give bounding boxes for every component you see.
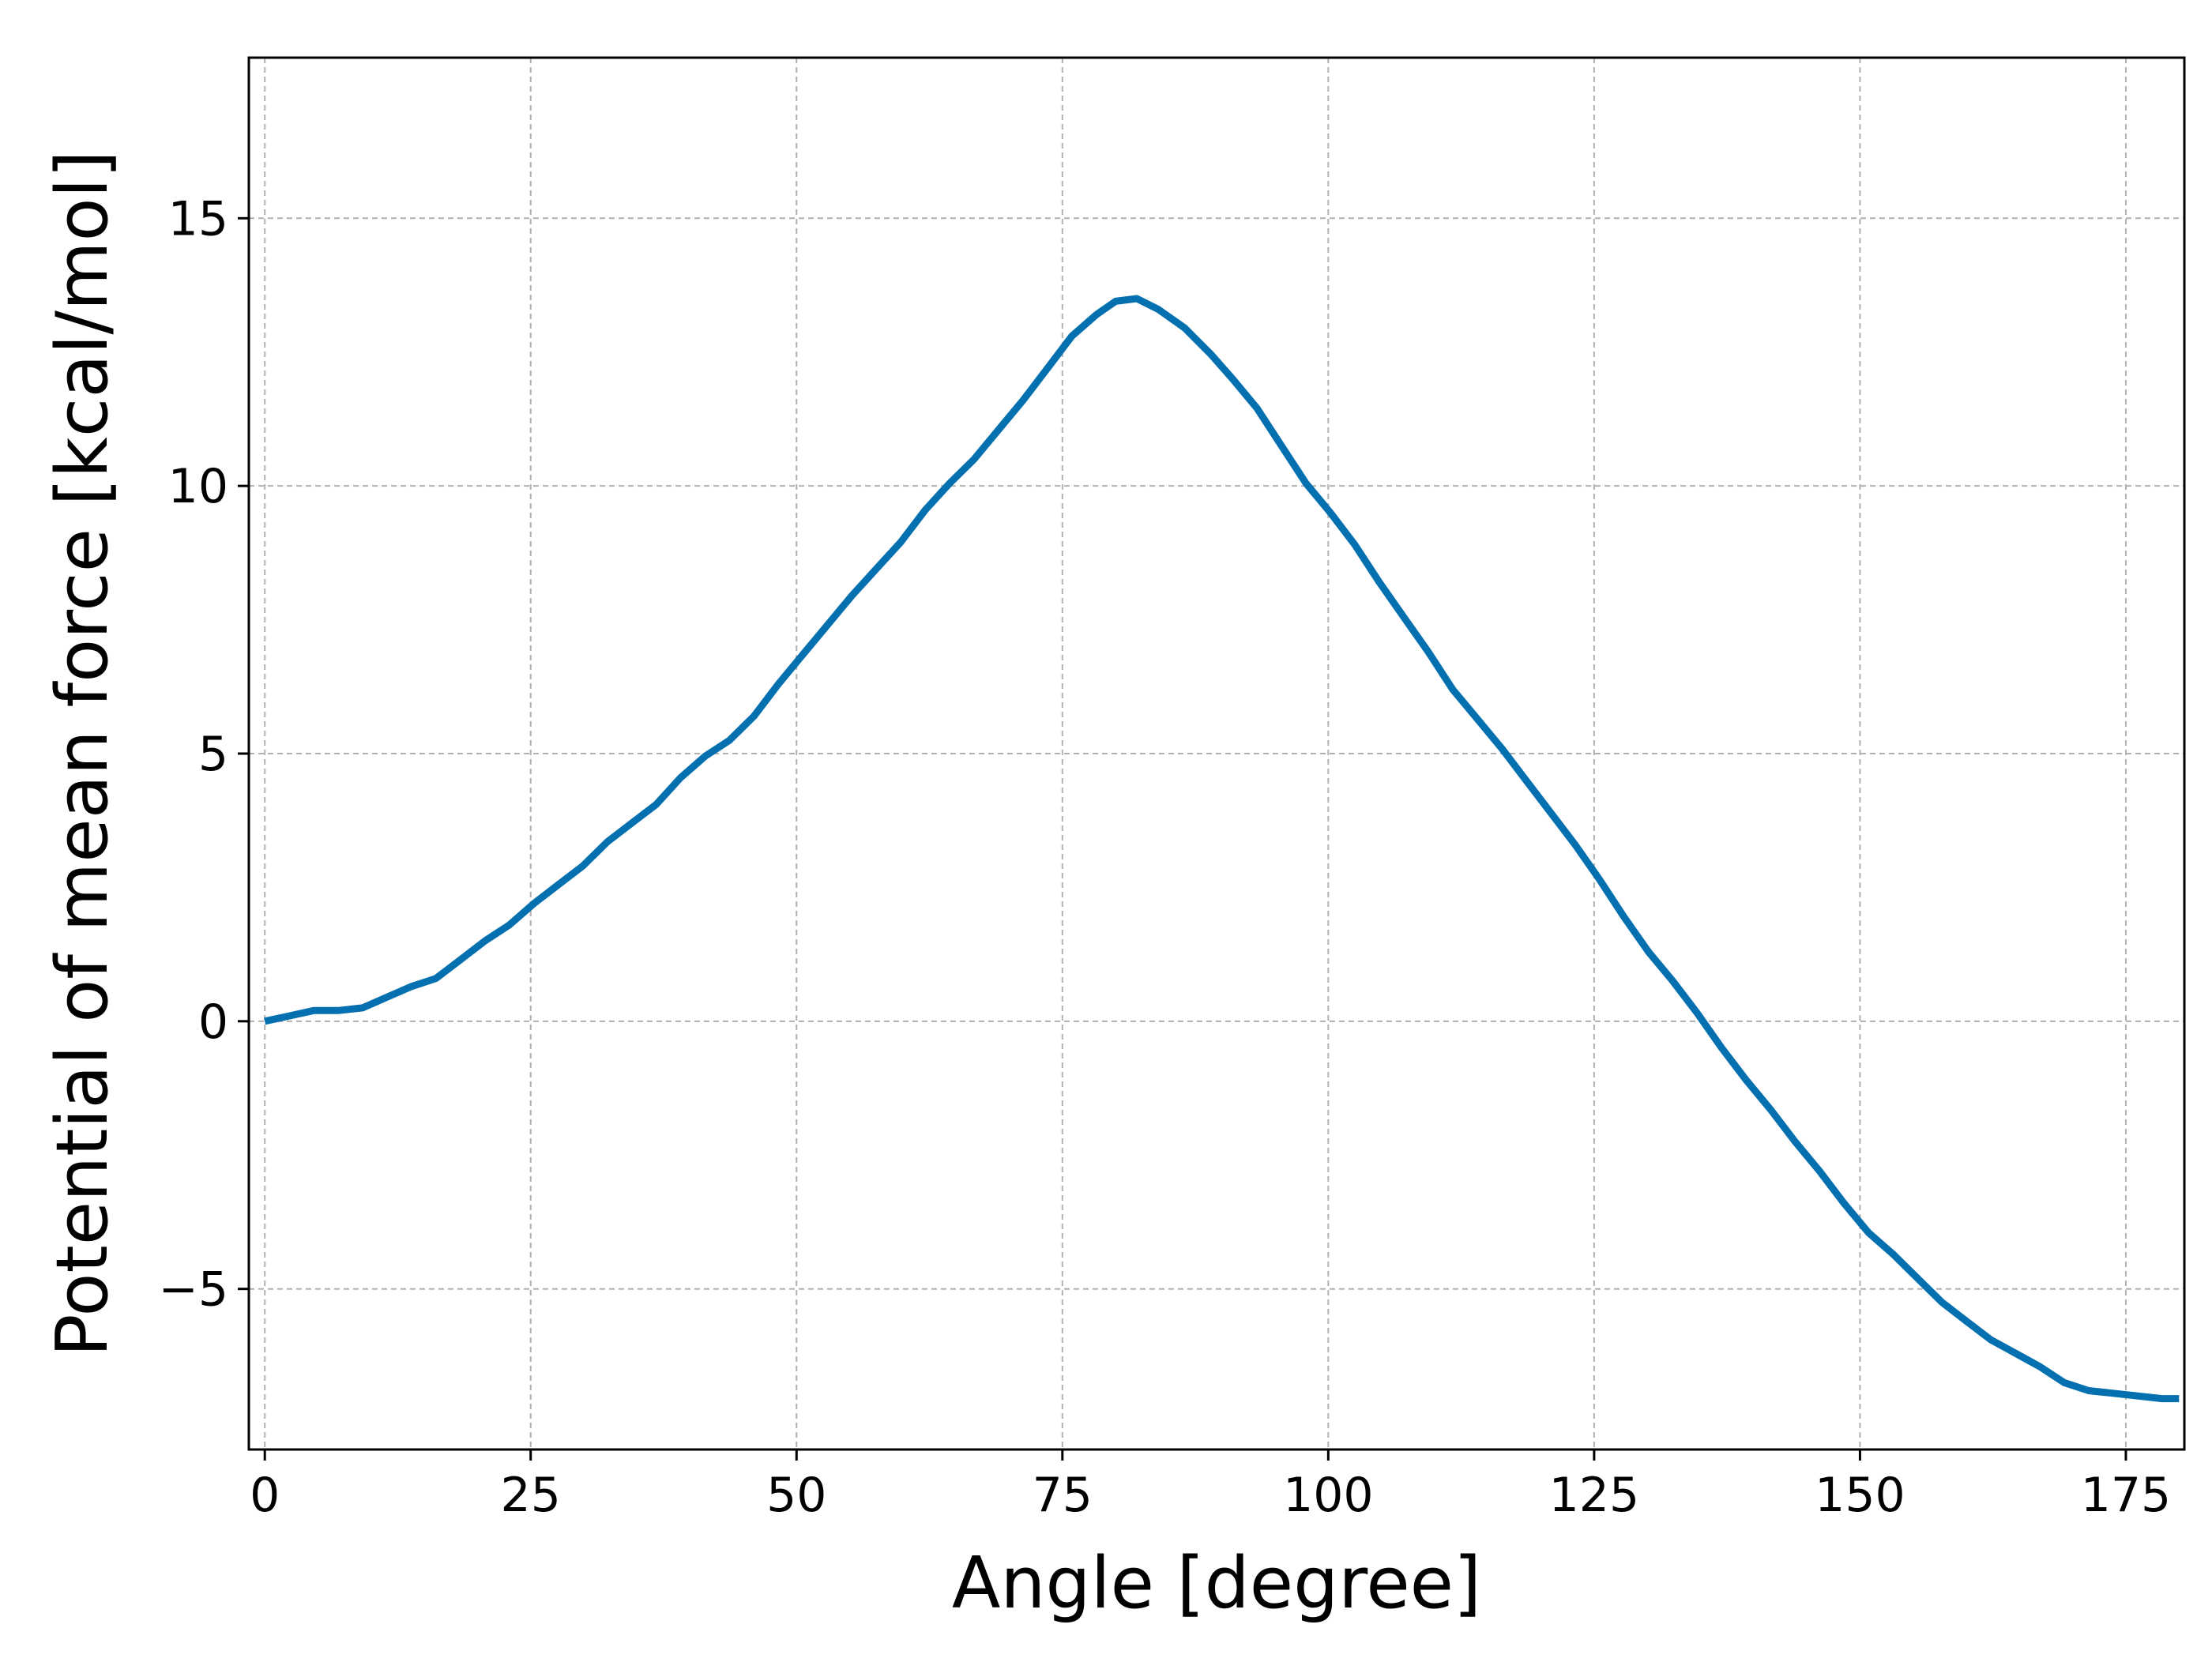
x-tick-label: 100 [1283,1468,1374,1523]
x-tick-label: 50 [766,1468,826,1523]
x-tick-label: 150 [1815,1468,1905,1523]
x-tick-label: 25 [501,1468,561,1523]
x-tick-label: 175 [2081,1468,2172,1523]
y-tick-label: 10 [168,459,228,514]
y-tick-label: 15 [168,191,228,246]
x-tick-label: 75 [1033,1468,1093,1523]
series-line-0 [264,295,2180,1403]
y-tick-label: 5 [198,727,228,782]
series-layer [264,295,2180,1403]
x-axis-title: Angle [degree] [952,1542,1481,1625]
ticks: 0 25 50 75 100 125 150 175 −5 0 5 10 15 [159,191,2172,1523]
y-axis-title: Potential of mean force [kcal/mol] [41,150,124,1356]
y-tick-label: −5 [159,1262,228,1318]
x-tick-label: 125 [1549,1468,1640,1523]
x-tick-label: 0 [250,1468,280,1523]
grid [249,58,2184,1450]
y-tick-label: 0 [198,995,228,1050]
